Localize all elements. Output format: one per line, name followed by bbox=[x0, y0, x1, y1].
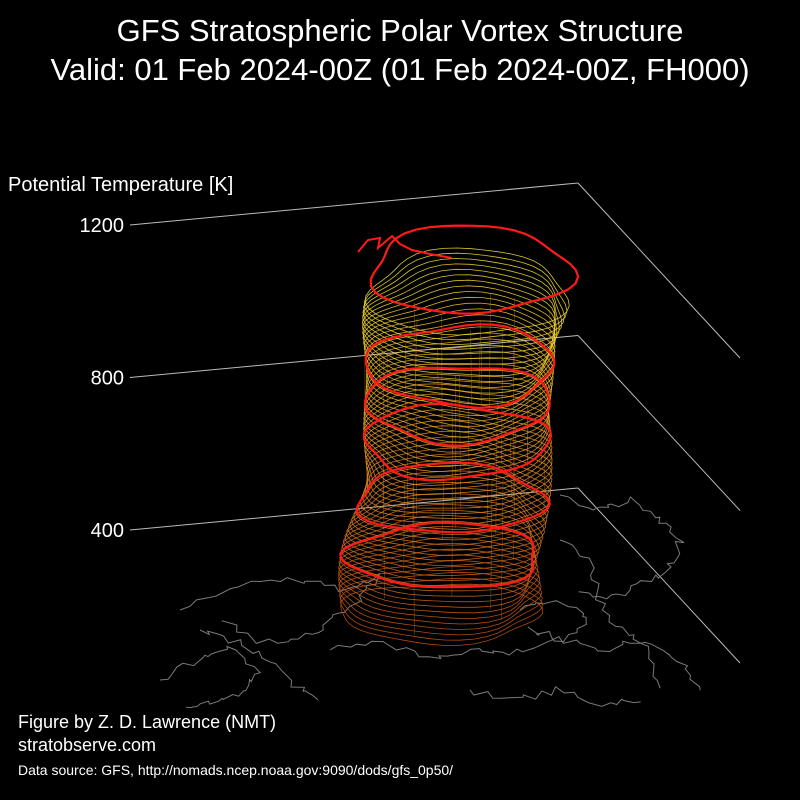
contour-hatch bbox=[414, 302, 416, 402]
contour-ring bbox=[339, 526, 535, 592]
contour-hatch bbox=[378, 335, 381, 392]
z-tick-label-400: 400 bbox=[91, 520, 124, 542]
contour-ring bbox=[346, 493, 544, 561]
coastline-segment bbox=[559, 494, 685, 600]
vortex-top-edge bbox=[357, 234, 453, 259]
contour-ring bbox=[365, 350, 553, 433]
grid-line-side-800 bbox=[577, 335, 741, 511]
contour-ring bbox=[362, 279, 556, 365]
contour-hatch bbox=[470, 329, 473, 405]
contour-ring bbox=[347, 487, 545, 556]
contour-ring bbox=[363, 414, 553, 491]
contour-hatch bbox=[490, 478, 493, 610]
contour-hatch bbox=[549, 309, 552, 358]
z-tick-label-1200: 1200 bbox=[80, 215, 125, 237]
contour-hatch bbox=[413, 479, 415, 636]
contour-ring bbox=[363, 252, 568, 341]
grid-line-back-800 bbox=[129, 335, 579, 378]
contour-ring bbox=[363, 388, 550, 468]
contour-hatch bbox=[403, 482, 405, 571]
contour-hatch bbox=[467, 396, 470, 479]
contour-ring bbox=[366, 436, 553, 509]
contour-ring bbox=[341, 509, 538, 577]
coastline-segment bbox=[519, 600, 587, 643]
contour-hatch bbox=[478, 321, 482, 388]
highlight-contour-950 bbox=[364, 323, 556, 409]
coastline-segment bbox=[329, 636, 701, 691]
contour-ring bbox=[338, 554, 541, 619]
contour-hatch bbox=[513, 431, 516, 560]
coastline-segment bbox=[559, 539, 661, 689]
contour-hatch bbox=[512, 348, 515, 500]
contour-ring bbox=[364, 441, 553, 514]
contour-ring bbox=[338, 542, 539, 608]
contour-ring bbox=[363, 258, 565, 346]
contour-ring bbox=[338, 560, 542, 625]
contour-hatch bbox=[543, 444, 546, 523]
contour-hatch bbox=[500, 479, 504, 620]
contour-hatch bbox=[495, 400, 498, 534]
contour-ring bbox=[340, 583, 544, 646]
coastline-map bbox=[159, 494, 701, 709]
contour-hatch bbox=[501, 325, 504, 464]
contour-ring bbox=[363, 383, 550, 463]
figure-credit: Figure by Z. D. Lawrence (NMT) bbox=[18, 712, 277, 732]
website-link[interactable]: stratobserve.com bbox=[18, 735, 157, 755]
contour-ring bbox=[365, 431, 553, 505]
coastline-segment bbox=[159, 645, 262, 709]
grid-line-back-1200 bbox=[129, 182, 579, 226]
z-axis-label: Potential Temperature [K] bbox=[8, 174, 234, 196]
contour-ring bbox=[365, 357, 552, 438]
contour-ring bbox=[339, 577, 543, 641]
highlight-contour-750 bbox=[362, 402, 553, 482]
contour-ring bbox=[338, 537, 538, 603]
contour-ring bbox=[364, 419, 553, 495]
contour-ring bbox=[362, 290, 556, 377]
contour-ring bbox=[362, 274, 558, 360]
contour-ring bbox=[338, 531, 537, 597]
coastline-segment bbox=[199, 629, 319, 701]
z-axis-ticks: 400 800 1200 bbox=[80, 215, 125, 542]
grid-line-side-400 bbox=[577, 487, 741, 664]
grid-line-back-400 bbox=[129, 487, 579, 531]
contour-ring bbox=[362, 285, 556, 371]
contour-ring bbox=[339, 571, 543, 636]
contour-ring bbox=[363, 308, 556, 394]
contour-ring bbox=[362, 296, 556, 383]
axis-frame bbox=[129, 182, 741, 664]
chart-subtitle: Valid: 01 Feb 2024-00Z (01 Feb 2024-00Z,… bbox=[50, 52, 750, 87]
contour-ring bbox=[353, 470, 549, 541]
data-source-note: Data source: GFS, http://nomads.ncep.noa… bbox=[18, 762, 454, 778]
contour-ring bbox=[363, 378, 550, 458]
contour-ring bbox=[366, 344, 554, 427]
contour-ring bbox=[365, 332, 555, 417]
contour-hatch bbox=[406, 401, 408, 508]
contour-hatch bbox=[404, 342, 407, 414]
coastline-segment bbox=[469, 685, 641, 707]
contour-ring bbox=[363, 409, 553, 486]
highlight-contour-600 bbox=[355, 461, 551, 534]
contour-hatch bbox=[526, 394, 529, 485]
contour-hatch bbox=[548, 328, 551, 371]
highlight-contour-1200 bbox=[369, 224, 580, 315]
grid-line-side-1200 bbox=[577, 182, 741, 359]
contour-hatch bbox=[442, 477, 445, 540]
contour-hatch bbox=[459, 375, 461, 508]
vortex-isosurface bbox=[338, 224, 580, 646]
contour-ring bbox=[363, 302, 556, 388]
contour-hatch bbox=[382, 462, 385, 599]
contour-hatch bbox=[486, 467, 489, 526]
contour-ring bbox=[338, 565, 543, 630]
chart-title: GFS Stratospheric Polar Vortex Structure bbox=[116, 13, 684, 48]
contour-hatch bbox=[451, 438, 454, 597]
z-tick-label-800: 800 bbox=[91, 368, 124, 390]
contour-ring bbox=[338, 548, 540, 614]
highlight-contour-850 bbox=[363, 366, 551, 447]
